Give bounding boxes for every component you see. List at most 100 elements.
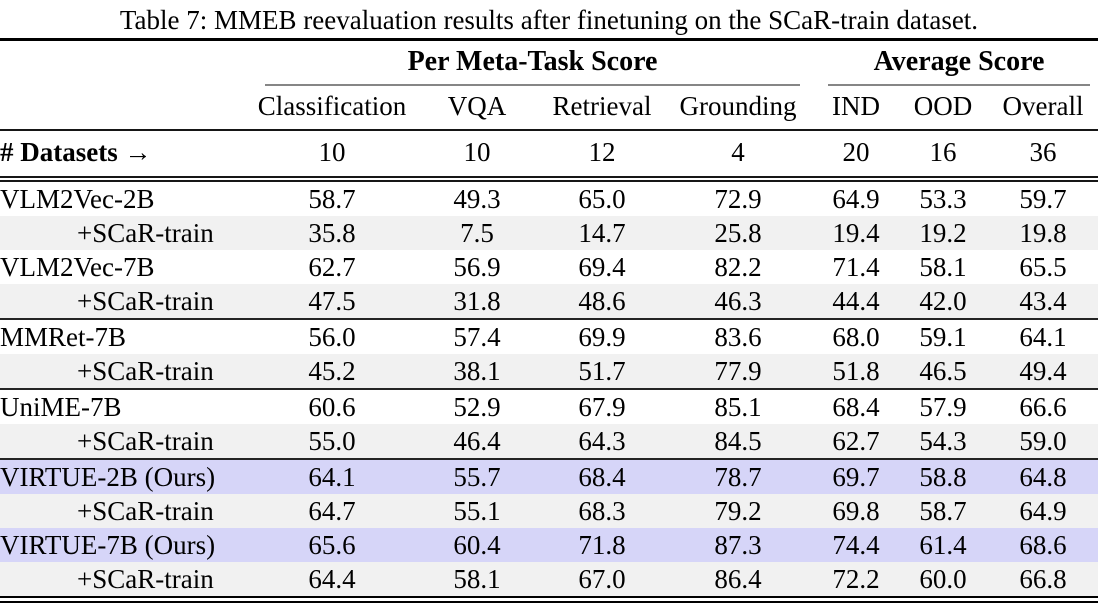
blank-cell xyxy=(0,86,252,131)
score-cell: 58.7 xyxy=(919,496,967,526)
score-cell: 56.9 xyxy=(453,252,501,282)
score-cell: 35.8 xyxy=(308,218,356,248)
col-header-classification: Classification xyxy=(252,86,412,131)
model-name: UniME-7B xyxy=(0,388,252,424)
score-cell: 79.2 xyxy=(714,496,762,526)
model-name: +SCaR-train xyxy=(77,496,214,526)
col-header-overall: Overall xyxy=(988,86,1098,131)
model-name: +SCaR-train xyxy=(0,562,252,603)
score-cell: 48.6 xyxy=(578,286,626,316)
score-cell: 19.4 xyxy=(832,218,880,248)
score-cell: 67.0 xyxy=(542,562,662,603)
score-cell: 83.6 xyxy=(662,318,815,354)
score-cell: 53.3 xyxy=(919,184,967,214)
score-cell: 67.9 xyxy=(542,388,662,424)
score-cell: 45.2 xyxy=(308,356,356,386)
score-cell: 19.2 xyxy=(919,218,967,248)
col-header-vqa: VQA xyxy=(412,86,542,131)
score-cell: 43.4 xyxy=(1019,286,1067,316)
datasets-count: 4 xyxy=(662,130,815,182)
score-cell: 60.4 xyxy=(453,530,501,560)
score-cell: 31.8 xyxy=(453,286,501,316)
datasets-count-row: # Datasets → 10 10 12 4 20 16 36 xyxy=(0,130,1098,182)
table-row-virtue-7b: VIRTUE-7B (Ours) 65.6 60.4 71.8 87.3 74.… xyxy=(0,528,1098,562)
score-cell: 85.1 xyxy=(662,388,815,424)
model-name: +SCaR-train xyxy=(77,286,214,316)
score-cell: 65.0 xyxy=(578,184,626,214)
score-cell: 61.4 xyxy=(919,530,967,560)
model-name: +SCaR-train xyxy=(77,218,214,248)
score-cell: 59.1 xyxy=(898,318,989,354)
score-cell: 82.2 xyxy=(714,252,762,282)
table-row-vlm2vec-2b: VLM2Vec-2B 58.7 49.3 65.0 72.9 64.9 53.3… xyxy=(0,179,1098,216)
score-cell: 68.4 xyxy=(814,388,899,424)
score-cell: 59.0 xyxy=(1019,426,1067,456)
score-cell: 51.8 xyxy=(832,356,880,386)
score-cell: 58.7 xyxy=(308,184,356,214)
table-row-unime-7b: UniME-7B 60.6 52.9 67.9 85.1 68.4 57.9 6… xyxy=(0,388,1098,424)
table-row-scar-train: +SCaR-train 55.0 46.4 64.3 84.5 62.7 54.… xyxy=(0,424,1098,459)
score-cell: 64.7 xyxy=(308,496,356,526)
datasets-count: 10 xyxy=(252,130,412,182)
score-cell: 71.8 xyxy=(578,530,626,560)
model-name: VLM2Vec-7B xyxy=(0,252,155,282)
score-cell: 68.4 xyxy=(542,458,662,494)
score-cell: 64.1 xyxy=(988,318,1098,354)
score-cell: 51.7 xyxy=(578,356,626,386)
score-cell: 69.7 xyxy=(814,458,899,494)
score-cell: 78.7 xyxy=(662,458,815,494)
score-cell: 52.9 xyxy=(412,388,542,424)
datasets-count: 10 xyxy=(412,130,542,182)
score-cell: 87.3 xyxy=(714,530,762,560)
model-name: +SCaR-train xyxy=(77,426,214,456)
model-name: VIRTUE-7B (Ours) xyxy=(0,530,216,560)
col-header-ood: OOD xyxy=(898,86,989,131)
score-cell: 62.7 xyxy=(832,426,880,456)
score-cell: 59.7 xyxy=(1019,184,1067,214)
table-row-scar-train: +SCaR-train 47.5 31.8 48.6 46.3 44.4 42.… xyxy=(0,284,1098,319)
score-cell: 65.5 xyxy=(1019,252,1067,282)
group-header-average-label: Average Score xyxy=(828,46,1091,86)
group-header-row: Per Meta-Task Score Average Score xyxy=(0,40,1098,86)
score-cell: 69.8 xyxy=(832,496,880,526)
datasets-label-text: # Datasets xyxy=(0,137,118,167)
score-cell: 64.8 xyxy=(988,458,1098,494)
score-cell: 65.6 xyxy=(308,530,356,560)
score-cell: 46.4 xyxy=(453,426,501,456)
score-cell: 14.7 xyxy=(578,218,626,248)
table-row-scar-train: +SCaR-train 64.4 58.1 67.0 86.4 72.2 60.… xyxy=(0,562,1098,603)
table-row-scar-train: +SCaR-train 35.8 7.5 14.7 25.8 19.4 19.2… xyxy=(0,216,1098,250)
score-cell: 69.4 xyxy=(578,252,626,282)
score-cell: 64.3 xyxy=(578,426,626,456)
score-cell: 58.1 xyxy=(919,252,967,282)
score-cell: 60.6 xyxy=(252,388,412,424)
score-cell: 84.5 xyxy=(714,426,762,456)
model-name: +SCaR-train xyxy=(77,356,214,386)
datasets-count: 16 xyxy=(898,130,989,182)
results-table: Per Meta-Task Score Average Score Classi… xyxy=(0,38,1098,603)
score-cell: 25.8 xyxy=(714,218,762,248)
score-cell: 71.4 xyxy=(832,252,880,282)
score-cell: 66.6 xyxy=(988,388,1098,424)
score-cell: 58.8 xyxy=(898,458,989,494)
score-cell: 72.9 xyxy=(714,184,762,214)
score-cell: 72.2 xyxy=(814,562,899,603)
datasets-count: 12 xyxy=(542,130,662,182)
score-cell: 46.5 xyxy=(919,356,967,386)
col-header-grounding: Grounding xyxy=(662,86,815,131)
score-cell: 68.6 xyxy=(1019,530,1067,560)
column-header-row: Classification VQA Retrieval Grounding I… xyxy=(0,86,1098,131)
score-cell: 74.4 xyxy=(832,530,880,560)
score-cell: 38.1 xyxy=(453,356,501,386)
group-header-meta-task-label: Per Meta-Task Score xyxy=(265,46,801,86)
score-cell: 56.0 xyxy=(252,318,412,354)
col-header-retrieval: Retrieval xyxy=(542,86,662,131)
table-row-vlm2vec-7b: VLM2Vec-7B 62.7 56.9 69.4 82.2 71.4 58.1… xyxy=(0,250,1098,284)
score-cell: 58.1 xyxy=(412,562,542,603)
score-cell: 69.9 xyxy=(542,318,662,354)
score-cell: 64.1 xyxy=(252,458,412,494)
table-row-mmret-7b: MMRet-7B 56.0 57.4 69.9 83.6 68.0 59.1 6… xyxy=(0,318,1098,354)
score-cell: 62.7 xyxy=(308,252,356,282)
score-cell: 64.9 xyxy=(1019,496,1067,526)
